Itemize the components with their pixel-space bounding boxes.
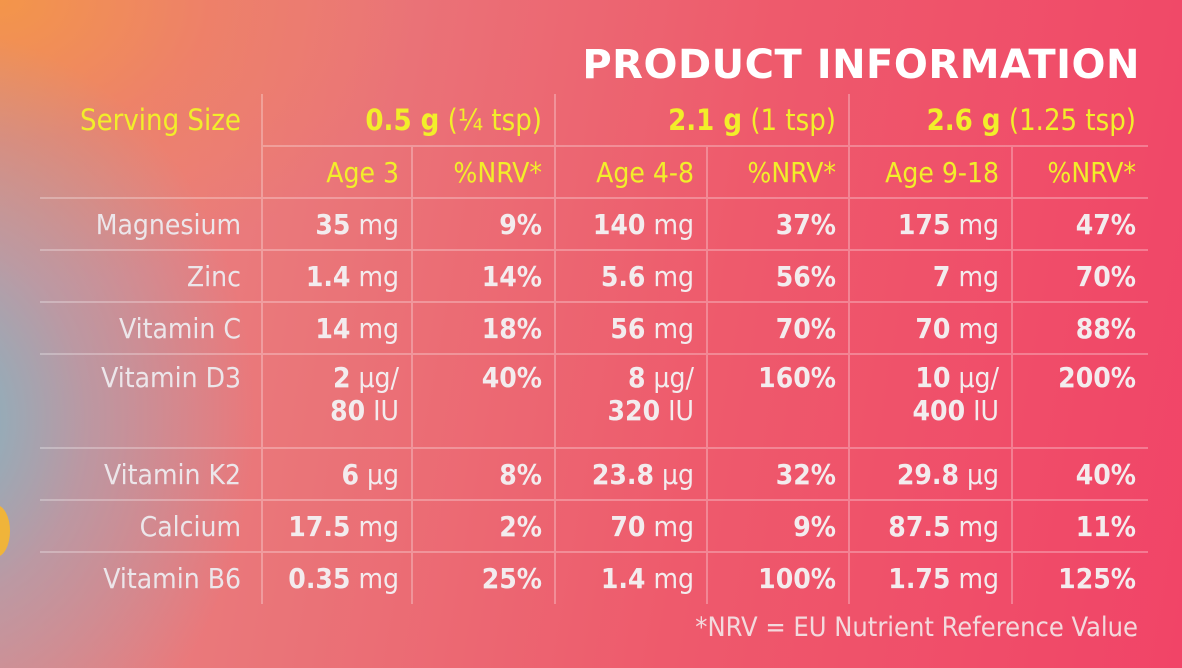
nrv-cell: 47% <box>1011 197 1148 250</box>
column-header: %NRV* <box>411 145 555 198</box>
amount-cell: 56 mg <box>554 301 707 354</box>
nutrient-name: Vitamin K2 <box>40 447 262 500</box>
table-row: Vitamin D3 2 μg/80 IU 40% 8 μg/320 IU 160% 10… <box>40 353 1148 448</box>
amount-cell: 87.5 mg <box>848 499 1012 552</box>
nrv-cell: 200% <box>1011 353 1148 448</box>
nrv-cell: 88% <box>1011 301 1148 354</box>
nutrition-table: Serving Size 0.5 g (¼ tsp) 2.1 g (1 tsp)… <box>40 94 1148 604</box>
amount-cell: 14 mg <box>261 301 412 354</box>
nrv-cell: 11% <box>1011 499 1148 552</box>
table-row: Vitamin C 14 mg 18% 56 mg 70% 70 mg 88% <box>40 301 1148 354</box>
column-header-row: Age 3 %NRV* Age 4-8 %NRV* Age 9-18 %NRV* <box>40 145 1148 198</box>
nutrient-name: Calcium <box>40 499 262 552</box>
amount-cell: 10 μg/400 IU <box>848 353 1012 448</box>
column-header: Age 9-18 <box>848 145 1012 198</box>
table-row: Vitamin B6 0.35 mg 25% 1.4 mg 100% 1.75 mg 125… <box>40 551 1148 604</box>
amount-cell: 5.6 mg <box>554 249 707 302</box>
nrv-cell: 40% <box>1011 447 1148 500</box>
table-row: Calcium 17.5 mg 2% 70 mg 9% 87.5 mg 11% <box>40 499 1148 552</box>
page-title: PRODUCT INFORMATION <box>582 42 1140 88</box>
nrv-cell: 2% <box>411 499 555 552</box>
column-header: Age 3 <box>261 145 412 198</box>
nrv-cell: 40% <box>411 353 555 448</box>
amount-cell: 1.75 mg <box>848 551 1012 604</box>
amount-cell: 140 mg <box>554 197 707 250</box>
serving-age3: 0.5 g (¼ tsp) <box>261 94 555 146</box>
column-header: %NRV* <box>706 145 849 198</box>
nrv-cell: 70% <box>706 301 849 354</box>
amount-cell: 175 mg <box>848 197 1012 250</box>
nutrient-name: Magnesium <box>40 197 262 250</box>
nrv-cell: 25% <box>411 551 555 604</box>
serving-age4-8: 2.1 g (1 tsp) <box>554 94 849 146</box>
amount-cell: 29.8 μg <box>848 447 1012 500</box>
serving-row: Serving Size 0.5 g (¼ tsp) 2.1 g (1 tsp)… <box>40 94 1148 146</box>
table-row: Magnesium 35 mg 9% 140 mg 37% 175 mg 47% <box>40 197 1148 250</box>
footnote: *NRV = EU Nutrient Reference Value <box>695 612 1138 643</box>
amount-cell: 70 mg <box>848 301 1012 354</box>
column-header: Age 4-8 <box>554 145 707 198</box>
table-row: Zinc 1.4 mg 14% 5.6 mg 56% 7 mg 70% <box>40 249 1148 302</box>
amount-cell: 6 μg <box>261 447 412 500</box>
table-row: Vitamin K2 6 μg 8% 23.8 μg 32% 29.8 μg 40% <box>40 447 1148 500</box>
nrv-cell: 9% <box>411 197 555 250</box>
nrv-cell: 70% <box>1011 249 1148 302</box>
amount-cell: 8 μg/320 IU <box>554 353 707 448</box>
decorative-blob <box>0 505 10 557</box>
nrv-cell: 32% <box>706 447 849 500</box>
nutrient-name: Zinc <box>40 249 262 302</box>
amount-cell: 1.4 mg <box>261 249 412 302</box>
nutrient-name: Vitamin D3 <box>40 353 262 448</box>
serving-size-label: Serving Size <box>80 103 241 137</box>
nrv-cell: 37% <box>706 197 849 250</box>
serving-age9-18: 2.6 g (1.25 tsp) <box>848 94 1148 146</box>
amount-cell: 7 mg <box>848 249 1012 302</box>
amount-cell: 23.8 μg <box>554 447 707 500</box>
nrv-cell: 160% <box>706 353 849 448</box>
nrv-cell: 56% <box>706 249 849 302</box>
nutrient-name: Vitamin C <box>40 301 262 354</box>
amount-cell: 2 μg/80 IU <box>261 353 412 448</box>
nrv-cell: 8% <box>411 447 555 500</box>
amount-cell: 70 mg <box>554 499 707 552</box>
nrv-cell: 125% <box>1011 551 1148 604</box>
amount-cell: 1.4 mg <box>554 551 707 604</box>
column-header: %NRV* <box>1011 145 1148 198</box>
header-blank <box>40 146 262 198</box>
nrv-cell: 9% <box>706 499 849 552</box>
nrv-cell: 18% <box>411 301 555 354</box>
amount-cell: 17.5 mg <box>261 499 412 552</box>
nrv-cell: 100% <box>706 551 849 604</box>
amount-cell: 35 mg <box>261 197 412 250</box>
nutrient-name: Vitamin B6 <box>40 551 262 604</box>
nrv-cell: 14% <box>411 249 555 302</box>
amount-cell: 0.35 mg <box>261 551 412 604</box>
